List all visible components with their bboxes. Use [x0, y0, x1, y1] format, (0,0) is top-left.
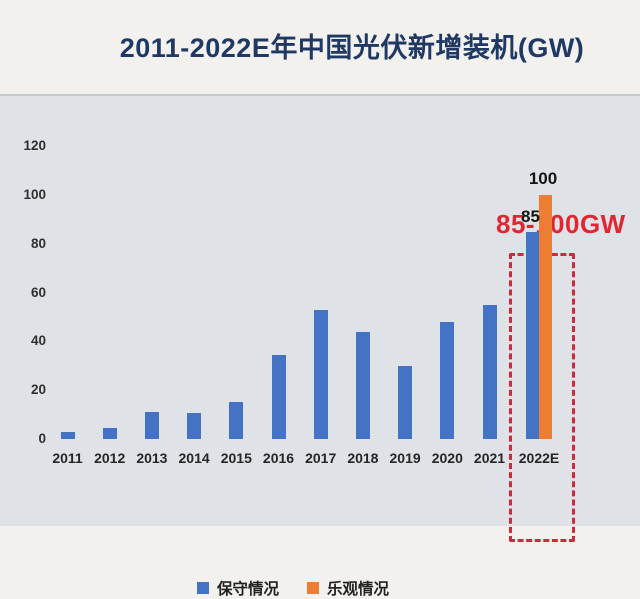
x-axis-tick-2019: 2019 [389, 450, 421, 466]
x-axis-tick-2018: 2018 [347, 450, 379, 466]
x-axis-tick-2022E: 2022E [518, 450, 560, 466]
x-axis-tick-2013: 2013 [136, 450, 168, 466]
bar-2018 [355, 331, 370, 439]
x-axis-tick-2014: 2014 [178, 450, 210, 466]
bar-2019 [398, 365, 413, 439]
x-axis-tick-2012: 2012 [94, 450, 126, 466]
y-axis-tick-120: 120 [23, 138, 46, 154]
bar-2016 [271, 354, 286, 439]
legend-item-optimistic: 乐观情况 [307, 577, 389, 599]
x-axis-tick-2011: 2011 [52, 450, 83, 466]
y-axis-tick-60: 60 [30, 284, 46, 300]
legend-label: 保守情况 [216, 581, 279, 598]
x-axis-tick-2015: 2015 [220, 450, 252, 466]
y-axis-tick-100: 100 [23, 187, 46, 202]
y-axis-tick-20: 20 [30, 382, 46, 398]
legend-swatch-icon [196, 582, 209, 594]
y-axis-tick-80: 80 [30, 235, 46, 251]
legend-label: 乐观情况 [327, 581, 390, 598]
bar-2022E-optimistic [539, 195, 552, 439]
bar-2014 [187, 413, 202, 439]
title-band: 2011-2022E年中国光伏新增装机(GW) [0, 0, 640, 94]
y-axis-tick-40: 40 [30, 333, 46, 349]
bar-2011 [60, 432, 75, 439]
x-axis-tick-2016: 2016 [262, 450, 295, 466]
bar-2015 [229, 402, 244, 439]
bar-2013 [144, 412, 159, 439]
forecast-annotation: 85-100GW [496, 209, 626, 239]
bar-2021 [482, 304, 497, 439]
chart-legend: 保守情况 乐观情况 [0, 577, 586, 599]
x-axis-tick-2020: 2020 [431, 450, 463, 466]
legend-swatch-icon [307, 582, 319, 594]
y-axis-tick-0: 0 [38, 431, 46, 446]
legend-item-conservative: 保守情况 [196, 577, 279, 599]
chart-panel: 85-100GW 保守情况 乐观情况 0 20 40 60 80 100 120 2011 201… [0, 94, 640, 598]
data-label-optimistic: 100 [528, 169, 558, 188]
bar-2020 [440, 321, 455, 439]
data-label-conservative: 85 [521, 206, 540, 226]
bar-2022E-conservative [526, 231, 539, 439]
x-axis-tick-2017: 2017 [305, 450, 337, 466]
x-axis-tick-2021: 2021 [473, 450, 506, 466]
bar-2017 [313, 309, 328, 439]
bar-2012 [102, 428, 117, 439]
chart-title: 2011-2022E年中国光伏新增装机(GW) [119, 33, 585, 63]
